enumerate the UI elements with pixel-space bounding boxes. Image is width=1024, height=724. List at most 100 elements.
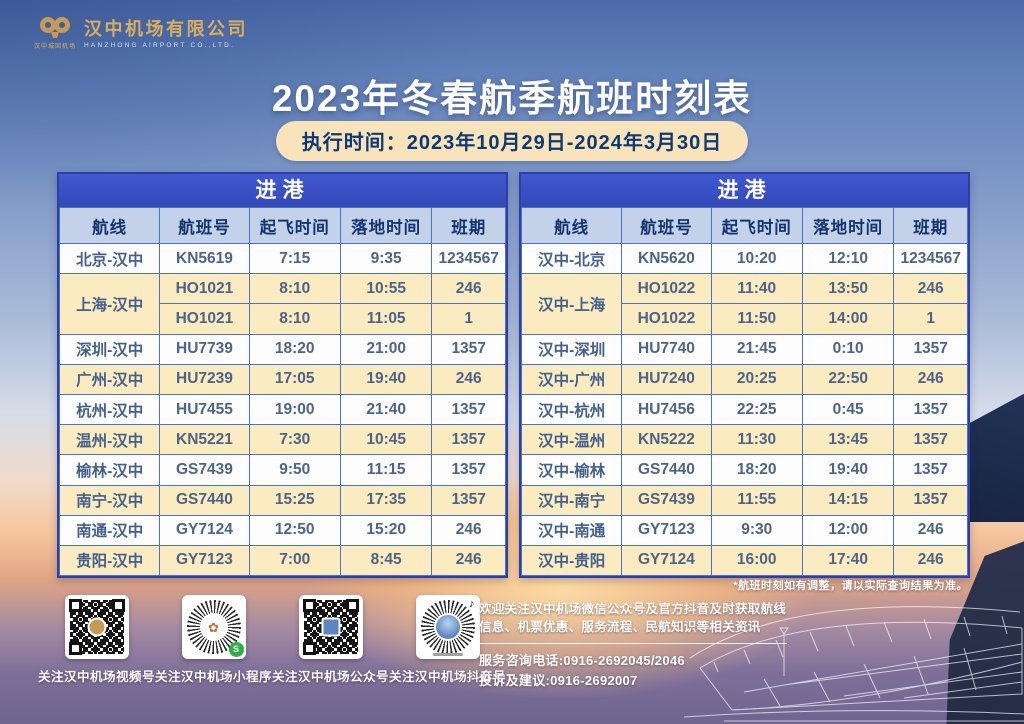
flight-number-cell: KN5221 (159, 424, 250, 456)
departure-time-cell: 7:00 (248, 544, 341, 577)
days-cell: 1357 (893, 333, 968, 365)
route-cell: 杭州-汉中 (58, 393, 161, 426)
qr-code (298, 595, 363, 659)
qr-label: 关注汉中机场抖音号 (389, 670, 507, 684)
route-cell: 汉中-温州 (520, 424, 623, 456)
arrival-time-cell: 12:10 (801, 242, 895, 275)
column-header: 落地时间 (801, 207, 895, 244)
departure-time-cell: 8:10 (248, 303, 341, 335)
flight-number-cell: GY7123 (159, 544, 250, 577)
flight-number-cell: GS7440 (159, 484, 250, 516)
departure-time-cell: 22:25 (710, 393, 803, 426)
column-header: 航班号 (159, 207, 250, 244)
header-row: 航线 航班号 起飞时间 落地时间 班期 (58, 207, 506, 244)
column-header: 班期 (893, 207, 968, 244)
arrival-time-cell: 8:45 (339, 544, 433, 577)
qr-label: 关注汉中机场小程序 (155, 670, 273, 684)
days-cell: 1357 (431, 393, 506, 426)
days-cell: 246 (431, 273, 506, 305)
contact-block: 欢迎关注汉中机场微信公众号及官方抖音及时获取航线信息、机票优惠、服务流程、民航知… (479, 600, 795, 690)
flight-number-cell: GS7440 (621, 454, 712, 486)
route-cell: 汉中-深圳 (520, 333, 623, 365)
departure-time-cell: 9:30 (710, 514, 803, 546)
arrival-time-cell: 19:40 (801, 454, 895, 486)
music-note-icon: ♪ (469, 598, 475, 610)
days-cell: 1357 (431, 424, 506, 456)
flight-number-cell: GS7439 (159, 454, 250, 486)
qr-center-logo (321, 617, 341, 637)
route-cell: 北京-汉中 (58, 242, 161, 275)
departures-table: 进港 航线 航班号 起飞时间 落地时间 班期 汉中-北京 KN5620 10:20 12:10… (519, 172, 970, 579)
days-cell: 246 (893, 363, 968, 395)
flight-number-cell: KN5222 (621, 424, 712, 456)
table-row: 深圳-汉中 HU7739 18:20 21:00 1357 (58, 333, 506, 365)
table-row: 汉中-北京 KN5620 10:20 12:10 1234567 (520, 242, 968, 275)
days-cell: 246 (893, 544, 968, 577)
departure-time-cell: 19:00 (248, 393, 341, 426)
arrival-time-cell: 14:00 (801, 303, 895, 335)
arrival-time-cell: 11:05 (339, 303, 433, 335)
table-row: 贵阳-汉中 GY7123 7:00 8:45 246 (58, 544, 506, 577)
qr-item-official-account: 关注汉中机场公众号 (272, 595, 389, 685)
departure-time-cell: 7:30 (248, 424, 341, 456)
table-row: 汉中-贵阳 GY7124 16:00 17:40 246 (520, 544, 968, 577)
table-row: 汉中-温州 KN5222 11:30 13:45 1357 (520, 424, 968, 456)
arrival-time-cell: 21:00 (339, 333, 433, 365)
departure-time-cell: 21:45 (710, 333, 803, 365)
days-cell: 1357 (893, 424, 968, 456)
column-header: 起飞时间 (248, 207, 341, 244)
page-title: 2023年冬春航季航班时刻表 (271, 78, 753, 119)
route-cell: 南宁-汉中 (58, 484, 161, 516)
douyin-caption-bar (432, 653, 463, 656)
table-row: HO1021 8:10 11:05 1 (60, 303, 506, 335)
route-cell: 贵阳-汉中 (58, 544, 161, 577)
route-cell: 汉中-北京 (520, 242, 623, 275)
column-header: 班期 (431, 207, 506, 244)
flight-number-cell: HU7239 (159, 363, 250, 395)
company-name: 汉中机场有限公司 (84, 19, 249, 39)
departure-time-cell: 8:10 (248, 273, 341, 305)
schedule-disclaimer: *航班时刻如有调整，请以实际查询结果为准。 (733, 580, 968, 592)
departure-time-cell: 18:20 (248, 333, 341, 365)
table-row: 上海-汉中 HO1021 8:10 10:55 246 (58, 273, 506, 335)
departure-time-cell: 20:25 (710, 363, 803, 395)
header-row: 航线 航班号 起飞时间 落地时间 班期 (520, 207, 968, 244)
terminal-line-art (684, 606, 1024, 722)
route-cell: 深圳-汉中 (58, 333, 161, 365)
promo-text: 欢迎关注汉中机场微信公众号及官方抖音及时获取航线信息、机票优惠、服务流程、民航知… (479, 602, 787, 635)
departure-time-cell: 18:20 (710, 454, 803, 486)
arrivals-table: 进港 航线 航班号 起飞时间 落地时间 班期 北京-汉中 KN5619 7:15 9:35 12… (57, 172, 508, 579)
route-cell: 汉中-榆林 (520, 454, 623, 486)
column-header: 航线 (58, 207, 161, 244)
arrival-time-cell: 11:15 (339, 454, 433, 486)
service-phone: 服务咨询电话:0916-2692045/2046 (479, 653, 685, 669)
table-row: 汉中-榆林 GS7440 18:20 19:40 1357 (520, 454, 968, 486)
qr-item-mini-program: ✿ S 关注汉中机场小程序 (155, 595, 272, 685)
arrival-time-cell: 22:50 (801, 363, 895, 395)
days-cell: 246 (893, 273, 968, 305)
arrival-time-cell: 19:40 (339, 363, 433, 395)
days-cell: 1 (431, 303, 506, 335)
days-cell: 1234567 (893, 242, 968, 275)
table-row: 汉中-深圳 HU7740 21:45 0:10 1357 (520, 333, 968, 365)
departure-time-cell: 17:05 (248, 363, 341, 395)
departure-time-cell: 12:50 (248, 514, 341, 546)
company-name-en: HANZHONG AIRPORT CO.,LTD. (84, 41, 236, 49)
table-title: 进港 (59, 174, 506, 207)
departure-time-cell: 11:40 (710, 273, 803, 305)
airport-logo: 汉中城固机场 汉中机场有限公司 HANZHONG AIRPORT CO.,LTD… (34, 14, 248, 50)
effective-period-badge: 执行时间：2023年10月29日-2024年3月30日 (275, 121, 749, 161)
departure-time-cell: 15:25 (248, 484, 341, 516)
flight-number-cell: GY7123 (621, 514, 712, 546)
route-cell: 汉中-广州 (520, 363, 623, 395)
flight-number-cell: GY7124 (621, 544, 712, 577)
days-cell: 1357 (893, 484, 968, 516)
route-cell: 汉中-杭州 (520, 393, 623, 426)
arrival-time-cell: 0:10 (801, 333, 895, 365)
flight-number-cell: KN5619 (159, 242, 250, 275)
days-cell: 246 (431, 544, 506, 577)
flight-number-cell: HO1022 (621, 273, 712, 305)
table-row: 北京-汉中 KN5619 7:15 9:35 1234567 (58, 242, 506, 275)
arrival-time-cell: 10:45 (339, 424, 433, 456)
departure-time-cell: 16:00 (710, 544, 803, 577)
